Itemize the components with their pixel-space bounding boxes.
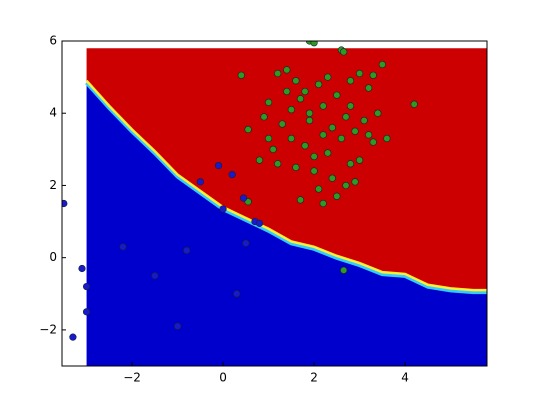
boundary-cyan [85, 81, 487, 295]
plot-area [62, 41, 487, 366]
y-tick-label: 6 [49, 34, 57, 48]
point [239, 194, 248, 202]
point [346, 77, 355, 85]
point [62, 199, 68, 208]
point [346, 160, 355, 168]
point [183, 246, 191, 255]
point [264, 98, 273, 106]
point [260, 113, 268, 121]
point [244, 125, 252, 134]
point [69, 333, 77, 341]
point [283, 87, 291, 96]
point [292, 163, 300, 171]
point [242, 239, 250, 247]
point [365, 131, 373, 139]
x-tick-label: 0 [219, 371, 227, 385]
point [264, 134, 273, 143]
point [228, 171, 236, 179]
point [301, 87, 309, 96]
point [151, 272, 159, 280]
point [310, 167, 318, 175]
point [374, 109, 382, 117]
point [287, 106, 295, 114]
point [324, 73, 332, 81]
point [319, 199, 327, 208]
point [219, 205, 227, 213]
point [328, 124, 336, 132]
point [315, 80, 323, 88]
point [369, 138, 377, 146]
point [82, 282, 91, 291]
point [342, 181, 350, 190]
point [340, 266, 348, 274]
point [346, 102, 355, 110]
region-blue [86, 80, 487, 366]
point [328, 174, 336, 182]
y-tick-label: −2 [39, 322, 57, 336]
point [278, 120, 286, 128]
point [355, 156, 364, 164]
point [310, 41, 318, 47]
point [333, 192, 341, 200]
point [319, 102, 327, 110]
point [310, 152, 318, 161]
point [173, 322, 182, 330]
point [78, 264, 86, 273]
point [319, 131, 327, 139]
point [333, 91, 341, 99]
point [196, 178, 204, 186]
point [237, 71, 245, 79]
point [274, 160, 282, 168]
point [369, 71, 377, 79]
x-tick-label: 2 [310, 371, 318, 385]
point [274, 69, 282, 78]
point [292, 77, 300, 85]
y-tick-label: 2 [49, 178, 57, 192]
point [296, 95, 305, 103]
point [301, 142, 309, 150]
point [351, 127, 359, 135]
point [305, 116, 314, 125]
point [365, 84, 373, 92]
point [283, 66, 291, 74]
point [337, 134, 345, 143]
point [378, 60, 386, 69]
point [214, 161, 223, 170]
point [355, 69, 364, 78]
point [233, 290, 241, 298]
axes-frame [61, 40, 488, 367]
point [255, 219, 264, 227]
point [351, 178, 359, 186]
point [324, 149, 332, 157]
x-tick-label: 4 [401, 371, 409, 385]
point [360, 116, 368, 125]
point [340, 48, 348, 56]
point [383, 134, 391, 143]
point [269, 145, 277, 153]
point [82, 308, 91, 316]
point [255, 156, 264, 164]
point [410, 100, 418, 108]
point [296, 196, 305, 204]
point [287, 134, 295, 143]
point [342, 113, 350, 121]
point [305, 109, 314, 117]
x-tick-label: −2 [123, 371, 141, 385]
point [119, 243, 127, 251]
point [315, 185, 323, 193]
region-red [86, 48, 487, 291]
decision-boundary [85, 79, 487, 292]
y-tick-label: 4 [49, 106, 57, 120]
y-tick-label: 0 [49, 250, 57, 264]
